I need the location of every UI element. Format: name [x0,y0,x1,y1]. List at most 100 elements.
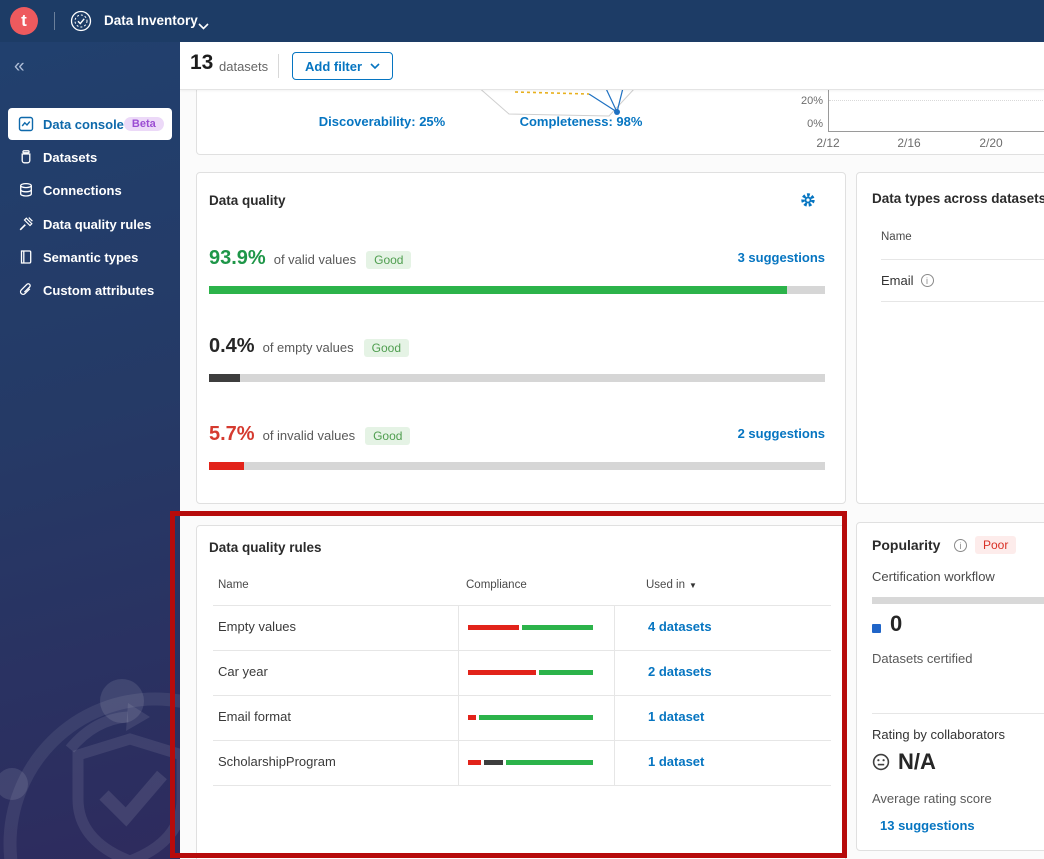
data-type-name: Email [881,273,914,288]
header-divider [278,54,279,78]
used-in-link[interactable]: 1 dataset [648,754,705,769]
row-divider [881,259,1044,260]
completeness-metric[interactable]: Completeness: 98% [519,114,643,129]
chevron-down-icon[interactable] [198,17,209,35]
row-divider [213,740,831,741]
sidebar-item-label: Semantic types [43,249,139,265]
column-header-used-in[interactable]: Used in ▼ [646,579,697,591]
bar-fill [209,374,240,382]
sidebar-item-semantic-types[interactable]: Semantic types [0,241,180,273]
rule-name: ScholarshipProgram [218,754,336,769]
used-in-link[interactable]: 2 datasets [648,664,712,679]
row-divider [213,695,831,696]
metric-value: 93.9% [209,247,266,269]
invalid-values-bar [209,462,825,470]
sidebar-item-label: Data console [43,116,124,132]
card-title: Data quality rules [209,540,322,555]
invalid-values-metric: 5.7% of invalid values Good 2 suggestion… [209,423,825,449]
compliance-segment-green [479,715,593,720]
suggestions-link[interactable]: 3 suggestions [737,250,825,265]
dataset-jar-icon [18,149,34,165]
sort-descending-icon[interactable]: ▼ [689,581,697,590]
status-badge: Good [365,427,411,445]
chevron-down-icon [370,63,380,69]
status-badge: Good [363,339,409,357]
neutral-face-icon [872,753,890,771]
certification-progress-bar [872,597,1044,604]
data-types-card: Data types across datasets Name Email [856,172,1044,504]
valid-values-bar [209,286,825,294]
column-header-compliance: Compliance [466,579,527,591]
y-tick: 0% [807,118,823,130]
add-filter-label: Add filter [305,58,363,74]
popularity-card: Popularity Poor Certification workflow 0… [856,522,1044,851]
suggestions-link[interactable]: 13 suggestions [880,818,975,833]
bar-fill [209,462,245,470]
status-badge: Good [366,251,412,269]
sidebar-item-datasets[interactable]: Datasets [0,141,180,173]
sidebar-item-label: Data quality rules [43,216,152,232]
card-title: Popularity [872,537,941,553]
dataset-count: 13 [190,51,214,74]
table-divider [213,605,831,606]
used-in-link[interactable]: 1 dataset [648,709,705,724]
compliance-segment-green [506,760,593,765]
data-inventory-watermark [0,679,180,859]
data-inventory-badge-icon [70,10,92,37]
y-tick: 20% [800,95,823,107]
rating-label: Rating by collaborators [872,727,1005,742]
sidebar-item-connections[interactable]: Connections [0,174,180,206]
compliance-bar [468,670,593,675]
certification-workflow-label: Certification workflow [872,569,995,584]
compliance-segment-red [468,715,476,720]
trend-chart-y-axis [828,60,829,131]
talend-logo[interactable]: t [10,7,38,35]
sidebar-item-data-console[interactable]: Data console Beta [8,108,172,140]
top-navigation-bar: t Data Inventory [0,0,1044,42]
compliance-segment-dark [484,760,503,765]
popularity-status-badge: Poor [975,536,1017,554]
card-title: Data quality [209,193,286,208]
table-row: ScholarshipProgram 1 dataset [197,740,847,785]
sidebar-item-label: Connections [43,182,122,198]
sidebar-item-label: Datasets [43,149,98,165]
average-rating-label: Average rating score [872,791,992,806]
metric-value: 0.4% [209,335,255,357]
table-row: Empty values 4 datasets [197,605,847,650]
data-type-row[interactable]: Email [881,273,934,288]
rating-value: N/A [898,749,936,774]
sidebar: « Data console Beta Datasets [0,42,180,859]
metric-label: of invalid values [262,428,356,443]
data-quality-rules-card: Data quality rules Name Compliance Used … [196,525,846,859]
compliance-segment-red [468,670,536,675]
info-icon[interactable] [954,539,967,552]
compliance-bar [468,715,593,720]
suggestions-link[interactable]: 2 suggestions [737,426,825,441]
sidebar-item-custom-attributes[interactable]: Custom attributes [0,274,180,306]
compliance-segment-red [468,760,481,765]
data-quality-card: Data quality 93.9% of valid values Good … [196,172,846,504]
datasets-certified-value: 0 [890,611,903,636]
used-in-label: Used in [646,579,685,591]
discoverability-metric[interactable]: Discoverability: 25% [318,114,446,129]
used-in-link[interactable]: 4 datasets [648,619,712,634]
trend-chart-x-axis [828,131,1044,132]
compliance-segment-green [539,670,593,675]
x-tick: 2/12 [816,136,840,150]
radar-chart-fragment [476,80,636,117]
card-title: Data types across datasets [872,191,1044,206]
certified-legend-bullet [872,624,881,633]
gear-icon[interactable] [799,191,817,214]
column-header-name: Name [881,231,912,243]
dataset-list-header: 13 datasets Add filter [180,42,1044,90]
rule-name: Email format [218,709,291,724]
add-filter-button[interactable]: Add filter [292,52,394,80]
compliance-bar [468,760,593,765]
datasets-certified-label: Datasets certified [872,651,973,666]
info-icon[interactable] [920,274,934,287]
sidebar-collapse-button[interactable]: « [14,56,25,77]
sidebar-item-data-quality-rules[interactable]: Data quality rules [0,208,180,240]
metric-value: 5.7% [209,423,255,445]
app-title[interactable]: Data Inventory [104,13,198,28]
